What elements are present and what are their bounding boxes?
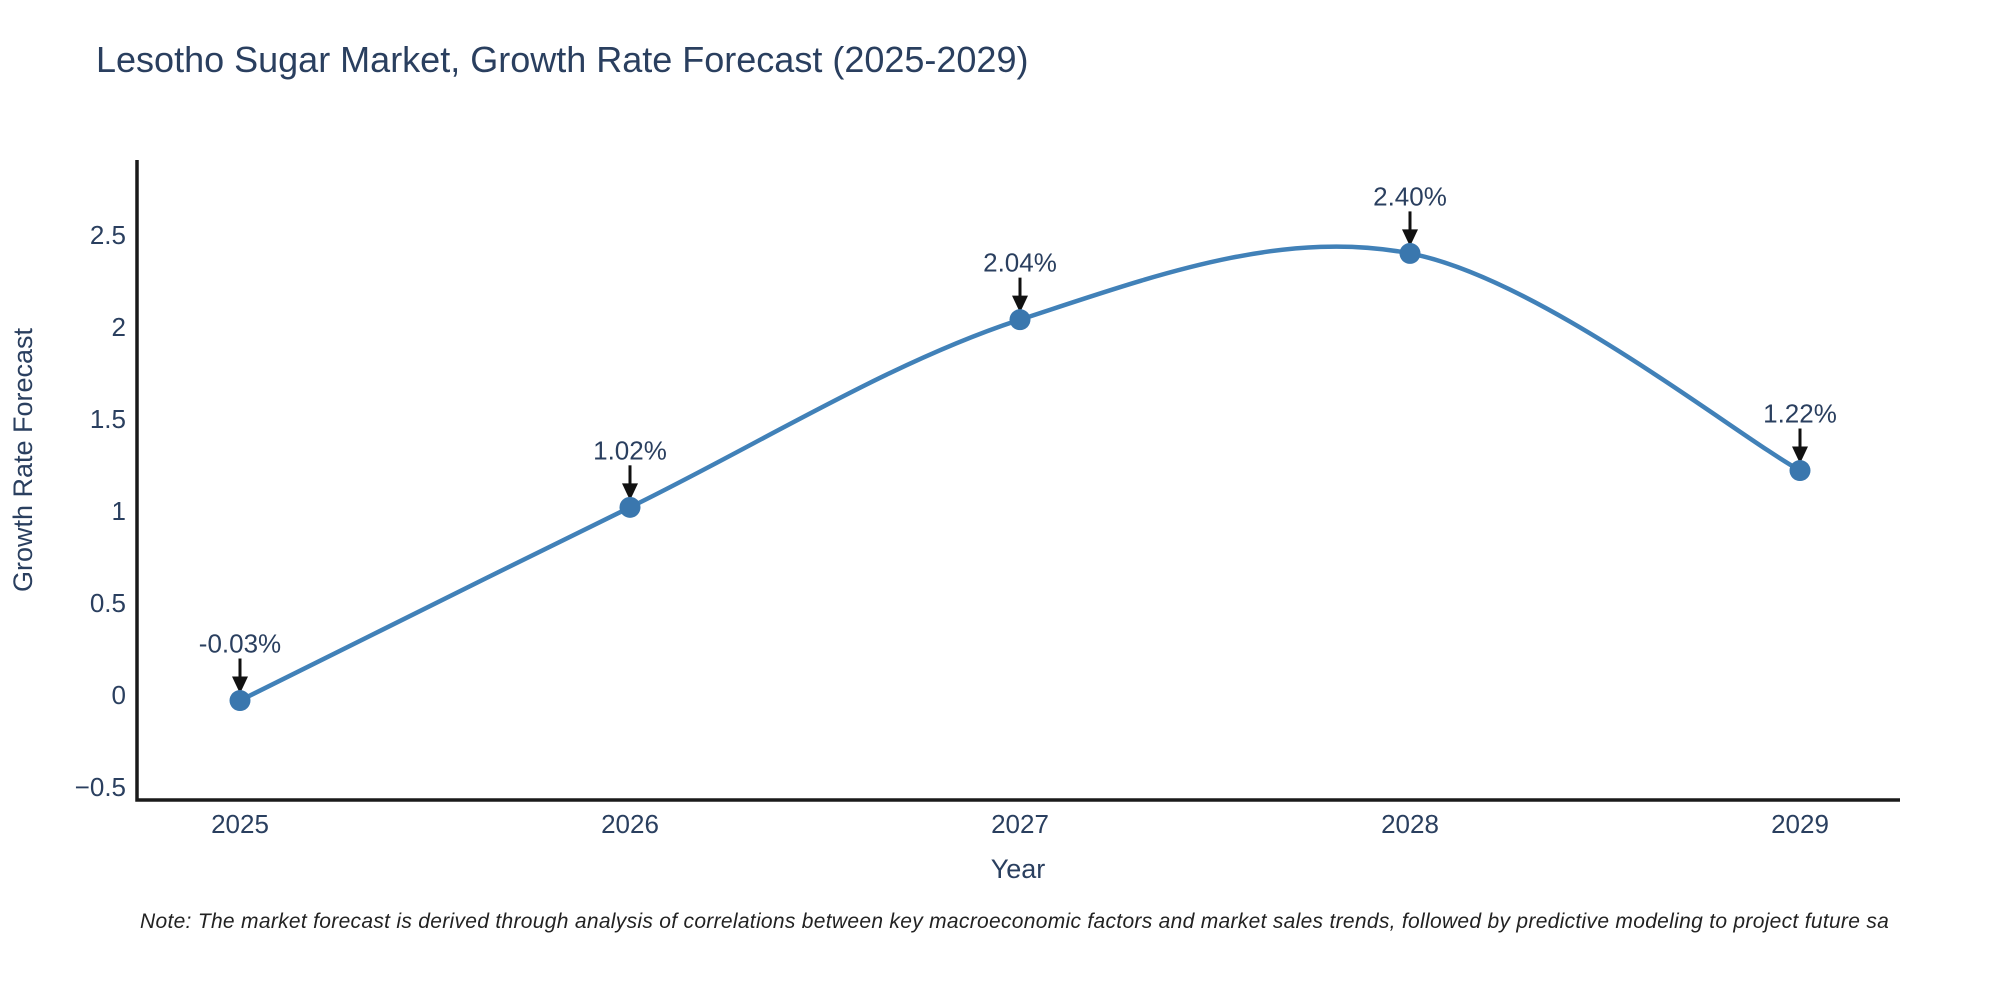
x-tick-label: 2026	[601, 809, 659, 839]
y-tick-label: 0.5	[90, 588, 126, 618]
data-point-label: -0.03%	[199, 629, 281, 659]
y-tick-label: 2	[112, 312, 126, 342]
annotation-arrow-head	[622, 483, 638, 501]
y-tick-label: 1	[112, 496, 126, 526]
annotation-arrow-head	[1402, 229, 1418, 247]
y-tick-label: −0.5	[75, 772, 126, 802]
x-tick-label: 2029	[1771, 809, 1829, 839]
y-axis-title: Growth Rate Forecast	[8, 327, 38, 592]
x-tick-label: 2025	[211, 809, 269, 839]
y-tick-label: 0	[112, 680, 126, 710]
x-axis-title: Year	[991, 854, 1046, 884]
chart-title: Lesotho Sugar Market, Growth Rate Foreca…	[96, 39, 1029, 80]
data-point-marker[interactable]	[229, 690, 251, 712]
x-tick-label: 2028	[1381, 809, 1439, 839]
footnote: Note: The market forecast is derived thr…	[140, 910, 1890, 933]
annotation-arrow-head	[232, 676, 248, 694]
data-point-marker[interactable]	[1399, 242, 1421, 264]
axis-lines	[135, 160, 1900, 802]
data-point-marker[interactable]	[619, 496, 641, 518]
y-tick-label: 2.5	[90, 220, 126, 250]
x-tick-label: 2027	[991, 809, 1049, 839]
data-point-marker[interactable]	[1009, 309, 1031, 331]
y-tick-label: 1.5	[90, 404, 126, 434]
data-point-label: 1.02%	[593, 435, 667, 465]
data-point-label: 2.04%	[983, 248, 1057, 278]
annotation-arrow-head	[1012, 295, 1028, 313]
data-point-label: 2.40%	[1373, 181, 1447, 211]
annotation-arrow-head	[1792, 446, 1808, 464]
data-point-marker[interactable]	[1789, 460, 1811, 482]
data-point-label: 1.22%	[1763, 399, 1837, 429]
